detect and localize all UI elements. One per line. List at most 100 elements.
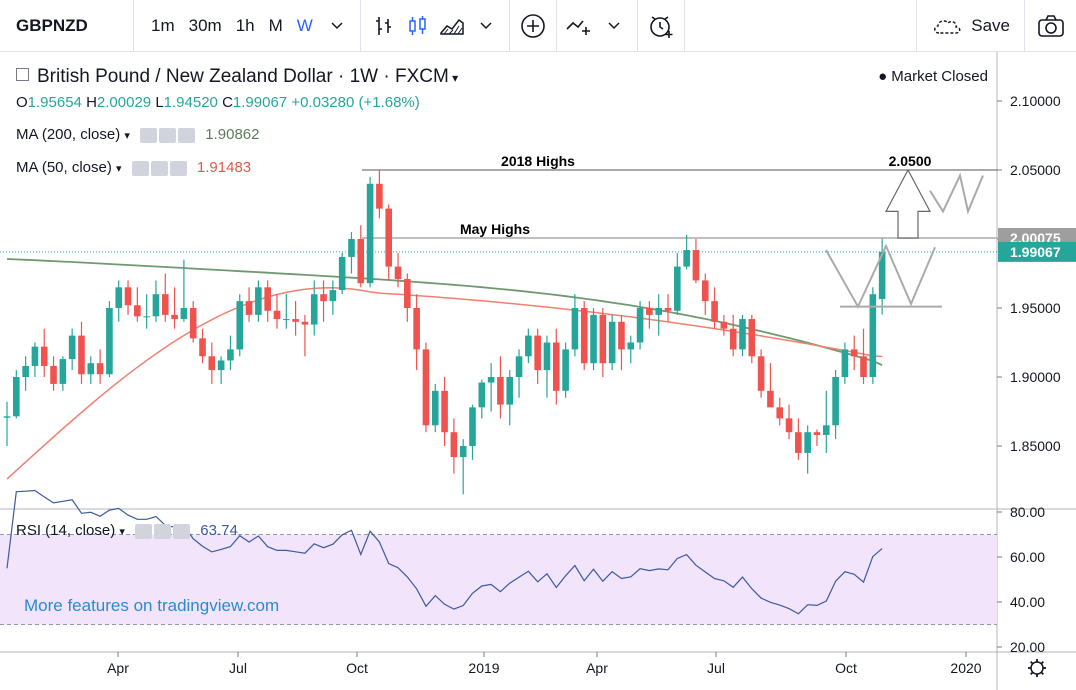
candle-body [850,349,858,357]
zigzag-bottom-drawing [825,243,936,309]
compare-dropdown-icon[interactable] [597,0,631,52]
candle-body [674,266,681,311]
rsi-axis[interactable]: 80.00 60.00 40.00 20.00 [997,504,1045,655]
price-label-last: 1.99067 [1010,244,1061,260]
candle-body [143,316,150,318]
save-button[interactable]: Save [916,0,1024,52]
candle-body [813,432,821,435]
low-value: 1.94520 [163,94,218,111]
annotation-may-highs: May Highs [460,221,530,237]
candle-body [841,349,849,377]
gear-icon[interactable] [150,160,168,176]
candle-body [599,314,607,364]
candle-body [255,287,262,315]
candle-body [515,356,523,377]
interval-30m[interactable]: 30m [188,15,222,35]
candle-body [301,321,309,325]
rsi-label: RSI (14, close) [16,522,116,539]
candle-body [441,390,448,433]
compare-icon[interactable] [563,0,597,52]
candle-body [869,294,877,377]
add-indicator-icon[interactable] [516,0,550,52]
candle-body [227,349,234,361]
high-label: H [86,94,97,111]
toolbar-divider [636,0,638,52]
area-chart-type-icon[interactable] [435,0,469,52]
candle-body [348,239,355,257]
interval-month[interactable]: M [268,15,283,35]
top-toolbar: GBPNZD 1m 30m 1h M W Save [0,0,1076,52]
close-icon[interactable] [173,523,191,539]
bar-chart-type-icon[interactable] [367,0,401,52]
time-axis[interactable]: Apr Jul Oct 2019 Apr Jul Oct 2020 [107,652,1046,677]
ma50-legend[interactable]: MA (50, close) ▾ 1.91483 [16,159,251,176]
time-tick-label: Apr [586,660,608,676]
ma50-chevron-icon[interactable]: ▾ [116,163,122,175]
candle-body [450,432,458,458]
interval-1m[interactable]: 1m [151,15,175,35]
interval-dropdown-icon[interactable] [320,0,354,52]
gear-icon[interactable] [154,523,172,539]
rsi-line-path [6,489,883,615]
candle-body [366,183,374,284]
candle-body [394,266,402,280]
interval-week[interactable]: W [296,15,313,35]
candle-body [795,432,802,453]
candle-body [506,377,514,405]
candle-body [562,349,569,391]
candle-body [804,432,811,453]
candle-chart-type-icon[interactable] [401,0,435,52]
candle-body [711,301,718,322]
tradingview-watermark[interactable]: More features on tradingview.com [24,596,280,615]
price-chart[interactable]: 2.100002.050002.000001.950001.900001.850… [0,52,1076,690]
chart-header: British Pound / New Zealand Dollar · 1W … [16,66,458,88]
rsi-tick-label: 20.00 [1010,639,1045,655]
rsi-legend[interactable]: RSI (14, close) ▾ 63.74 [16,522,238,539]
gear-icon[interactable] [159,127,177,143]
chart-type-dropdown-icon[interactable] [469,0,503,52]
eye-icon[interactable] [140,127,158,143]
candle-body [320,294,327,302]
chart-title[interactable]: British Pound / New Zealand Dollar · 1W … [37,66,449,87]
close-icon[interactable] [169,160,187,176]
symbol-search[interactable]: GBPNZD [0,0,134,52]
high-value: 2.00029 [96,94,152,111]
low-label: L [155,94,164,111]
collapse-icon[interactable] [16,68,29,82]
candle-body [534,335,541,371]
ma50-value: 1.91483 [196,159,252,176]
screenshot-button[interactable] [1024,0,1076,52]
moving-averages [6,258,883,480]
candle-body [217,360,225,371]
ma200-line [6,258,883,366]
zigzag-top-drawing [929,172,984,215]
eye-icon[interactable] [135,523,153,539]
eye-icon[interactable] [131,160,149,176]
close-icon[interactable] [178,127,196,143]
toolbar-divider [359,0,361,52]
candle-body [50,365,57,384]
time-tick-label: Jul [229,660,247,676]
candle-body [96,363,104,375]
alert-clock-icon[interactable] [644,0,678,52]
candle-body [171,314,178,320]
rsi-chevron-icon[interactable]: ▾ [119,526,125,538]
time-tick-label: 2020 [950,660,981,676]
candle-body [748,319,756,357]
candle-body [152,294,160,317]
ma200-legend[interactable]: MA (200, close) ▾ 1.90862 [16,126,260,143]
price-axis[interactable]: 2.100002.050002.000001.950001.900001.850… [997,93,1076,454]
price-tick-label: 2.05000 [1010,162,1061,178]
ma200-chevron-icon[interactable]: ▾ [124,130,130,142]
title-chevron-icon[interactable]: ▾ [448,71,459,85]
candle-body [683,250,690,267]
candle-body [664,308,672,311]
toolbar-divider [683,0,685,52]
candle-body [22,365,29,377]
candle-body [87,363,95,375]
open-label: O [16,94,28,111]
interval-1h[interactable]: 1h [235,15,255,35]
candle-body [134,305,141,317]
toolbar-divider [508,0,510,52]
ohlc-values: O1.95654 H2.00029 L1.94520 C1.99067 +0.0… [16,94,420,111]
